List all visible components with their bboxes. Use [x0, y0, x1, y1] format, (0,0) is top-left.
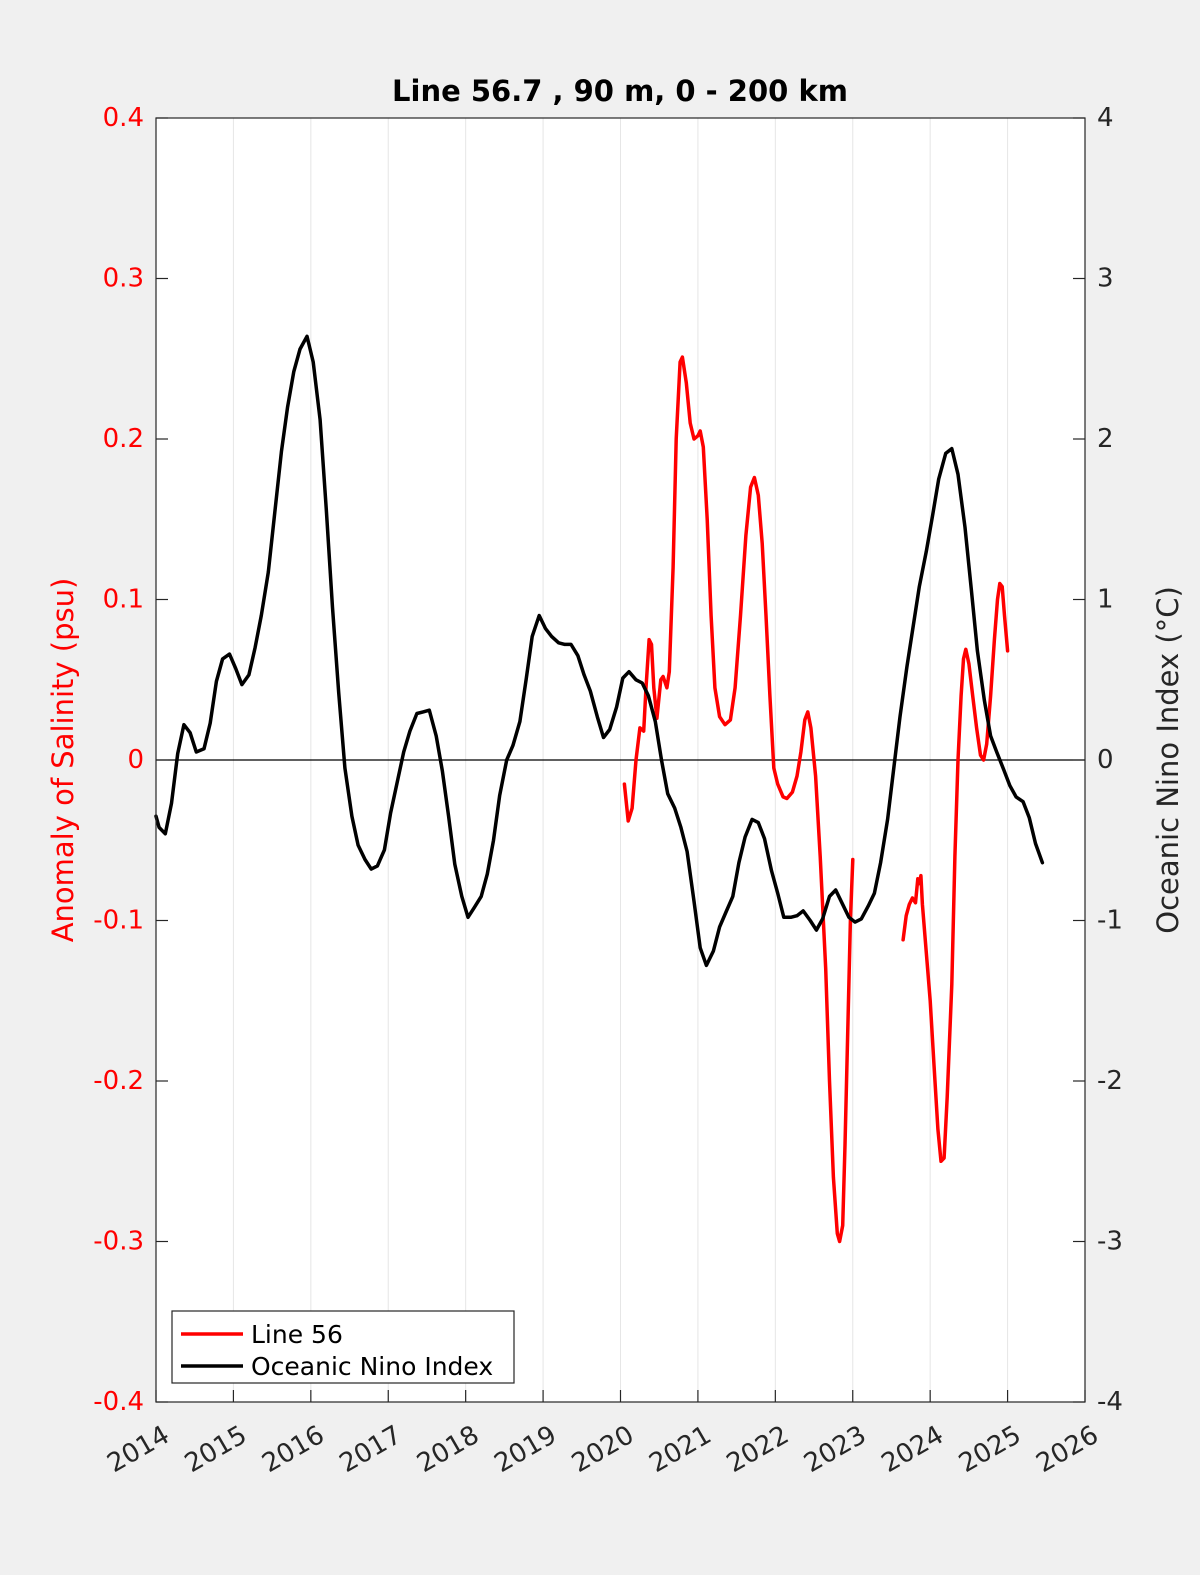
right-tick-label--4: -4: [1097, 1387, 1123, 1417]
x-tick-label-2020: 2020: [567, 1420, 639, 1479]
x-tick-label-2019: 2019: [489, 1420, 561, 1479]
legend-label-line-56: Line 56: [251, 1320, 343, 1349]
x-tick-label-2018: 2018: [412, 1420, 484, 1479]
left-tick-label--0.2: -0.2: [93, 1066, 144, 1096]
series-line-line-56-0: [622, 355, 855, 1244]
left-tick-label-0.1: 0.1: [103, 585, 144, 615]
x-tick-label-2023: 2023: [799, 1420, 871, 1479]
x-tick-label-2021: 2021: [644, 1420, 716, 1479]
chart-title: Line 56.7 , 90 m, 0 - 200 km: [392, 74, 848, 108]
x-tick-label-2026: 2026: [1031, 1420, 1103, 1479]
right-tick-label-3: 3: [1097, 264, 1114, 294]
x-tick-label-2015: 2015: [180, 1420, 252, 1479]
right-y-axis: -4 -3 -2 -1 0 1 2 3 4: [1073, 103, 1123, 1417]
x-tick-label-2025: 2025: [954, 1420, 1026, 1479]
left-axis-label: Anomaly of Salinity (psu): [46, 578, 80, 943]
left-tick-label-0.4: 0.4: [103, 103, 144, 133]
legend: Line 56 Oceanic Nino Index: [171, 1310, 515, 1384]
left-tick-label-0.2: 0.2: [103, 424, 144, 454]
right-tick-label--1: -1: [1097, 906, 1123, 936]
right-tick-label-4: 4: [1097, 103, 1114, 133]
series-line-oceanic-nino-index-0: [154, 334, 1045, 968]
x-tick-label-2022: 2022: [722, 1420, 794, 1479]
legend-box: [171, 1310, 515, 1384]
x-tick-label-2014: 2014: [102, 1420, 174, 1479]
legend-label-oni: Oceanic Nino Index: [251, 1352, 493, 1381]
right-tick-label--3: -3: [1097, 1227, 1123, 1257]
x-axis: 2014 2015 2016 2017 2018 2019 2020 2021 2022 2023…: [102, 1390, 1104, 1479]
left-tick-label--0.4: -0.4: [93, 1387, 144, 1417]
left-y-axis: -0.4 -0.3 -0.2 -0.1 0 0.1 0.2 0.3 0.4: [93, 103, 168, 1417]
right-tick-label--2: -2: [1097, 1066, 1123, 1096]
x-tick-label-2017: 2017: [335, 1420, 407, 1479]
left-tick-label-0: 0: [127, 745, 144, 775]
right-tick-label-1: 1: [1097, 585, 1114, 615]
left-tick-label--0.1: -0.1: [93, 906, 144, 936]
series-layer: [154, 334, 1045, 1244]
x-tick-label-2016: 2016: [257, 1420, 329, 1479]
right-tick-label-2: 2: [1097, 424, 1114, 454]
left-tick-label-0.3: 0.3: [103, 264, 144, 294]
series-line-line-56-1: [901, 581, 1010, 1164]
right-axis-label: Oceanic Nino Index (°C): [1151, 586, 1185, 934]
left-tick-label--0.3: -0.3: [93, 1227, 144, 1257]
x-tick-label-2024: 2024: [877, 1420, 949, 1479]
right-tick-label-0: 0: [1097, 745, 1114, 775]
